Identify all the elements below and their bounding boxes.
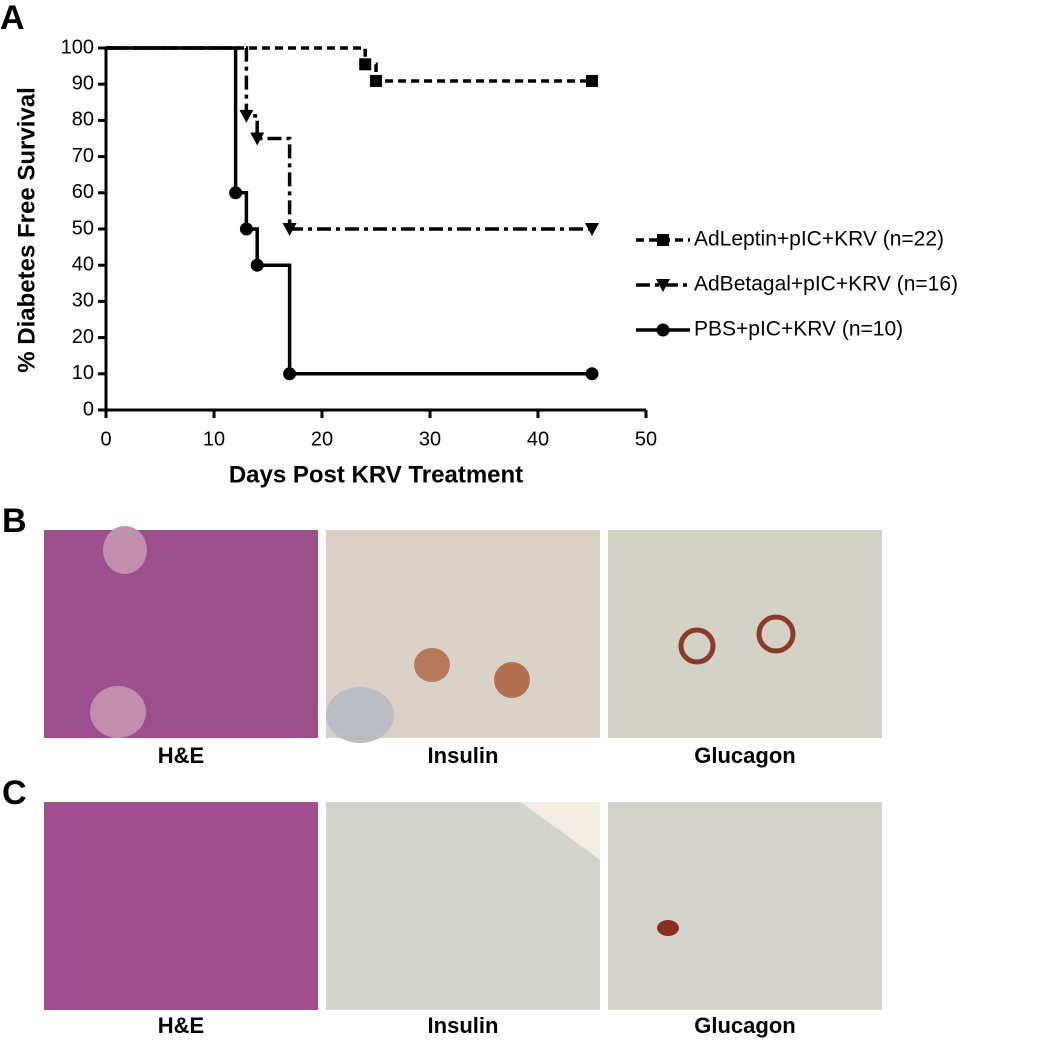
glucagon-image xyxy=(608,802,882,1010)
islet xyxy=(657,920,679,936)
lymph xyxy=(326,687,394,743)
y-tick-label: 100 xyxy=(61,36,94,58)
y-tick-label: 80 xyxy=(72,109,94,131)
marker xyxy=(239,109,254,123)
y-tick-label: 30 xyxy=(72,290,94,312)
y-tick-label: 10 xyxy=(72,362,94,384)
glucagon-image xyxy=(608,530,882,738)
x-tick-label: 10 xyxy=(203,428,225,450)
y-tick-label: 0 xyxy=(83,398,94,420)
marker xyxy=(283,367,297,381)
y-axis-label: % Diabetes Free Survival xyxy=(13,87,40,372)
survival-line xyxy=(106,46,592,376)
micrographs xyxy=(44,526,882,1010)
marker xyxy=(585,223,599,236)
marker xyxy=(229,186,243,200)
marker xyxy=(359,58,372,71)
y-tick-label: 60 xyxy=(72,181,94,203)
panel-label: C xyxy=(2,774,27,812)
caption: Glucagon xyxy=(694,1013,795,1038)
islet xyxy=(103,526,147,574)
marker xyxy=(282,223,297,236)
caption: H&E xyxy=(158,1013,204,1038)
y-tick-label: 40 xyxy=(72,253,94,275)
islet xyxy=(494,662,530,698)
marker xyxy=(585,367,599,381)
islet xyxy=(678,627,716,665)
islet xyxy=(90,686,146,738)
x-tick-label: 20 xyxy=(311,428,333,450)
islet xyxy=(756,614,796,654)
legend-label: AdBetagal+pIC+KRV (n=16) xyxy=(694,273,958,296)
marker xyxy=(239,222,253,236)
panel-label: B xyxy=(2,502,27,540)
caption: Insulin xyxy=(428,743,499,768)
legend-marker xyxy=(656,323,670,337)
x-tick-label: 40 xyxy=(527,428,549,450)
survival-line xyxy=(106,46,592,83)
survival-line xyxy=(106,46,592,231)
panel-label: A xyxy=(0,0,25,37)
x-axis-label: Days Post KRV Treatment xyxy=(229,461,523,488)
legend-marker xyxy=(657,234,669,246)
insulin-image xyxy=(326,802,600,1010)
marker xyxy=(250,132,265,146)
he-image xyxy=(44,802,318,1010)
marker xyxy=(586,74,598,87)
legend-label: PBS+pIC+KRV (n=10) xyxy=(694,318,903,341)
x-tick-label: 50 xyxy=(635,428,657,450)
marker xyxy=(370,74,382,87)
legend-marker xyxy=(656,279,670,292)
islet xyxy=(414,648,450,682)
x-tick-label: 0 xyxy=(100,428,111,450)
caption: H&E xyxy=(158,743,204,768)
y-tick-label: 50 xyxy=(72,217,94,239)
he-image xyxy=(44,530,318,738)
marker xyxy=(250,258,264,272)
caption: Glucagon xyxy=(694,743,795,768)
y-tick-label: 90 xyxy=(72,72,94,94)
legend-label: AdLeptin+pIC+KRV (n=22) xyxy=(694,228,944,251)
y-tick-label: 70 xyxy=(72,145,94,167)
x-tick-label: 30 xyxy=(419,428,441,450)
caption: Insulin xyxy=(428,1013,499,1038)
tissue-edge xyxy=(520,802,600,860)
y-tick-label: 20 xyxy=(72,326,94,348)
